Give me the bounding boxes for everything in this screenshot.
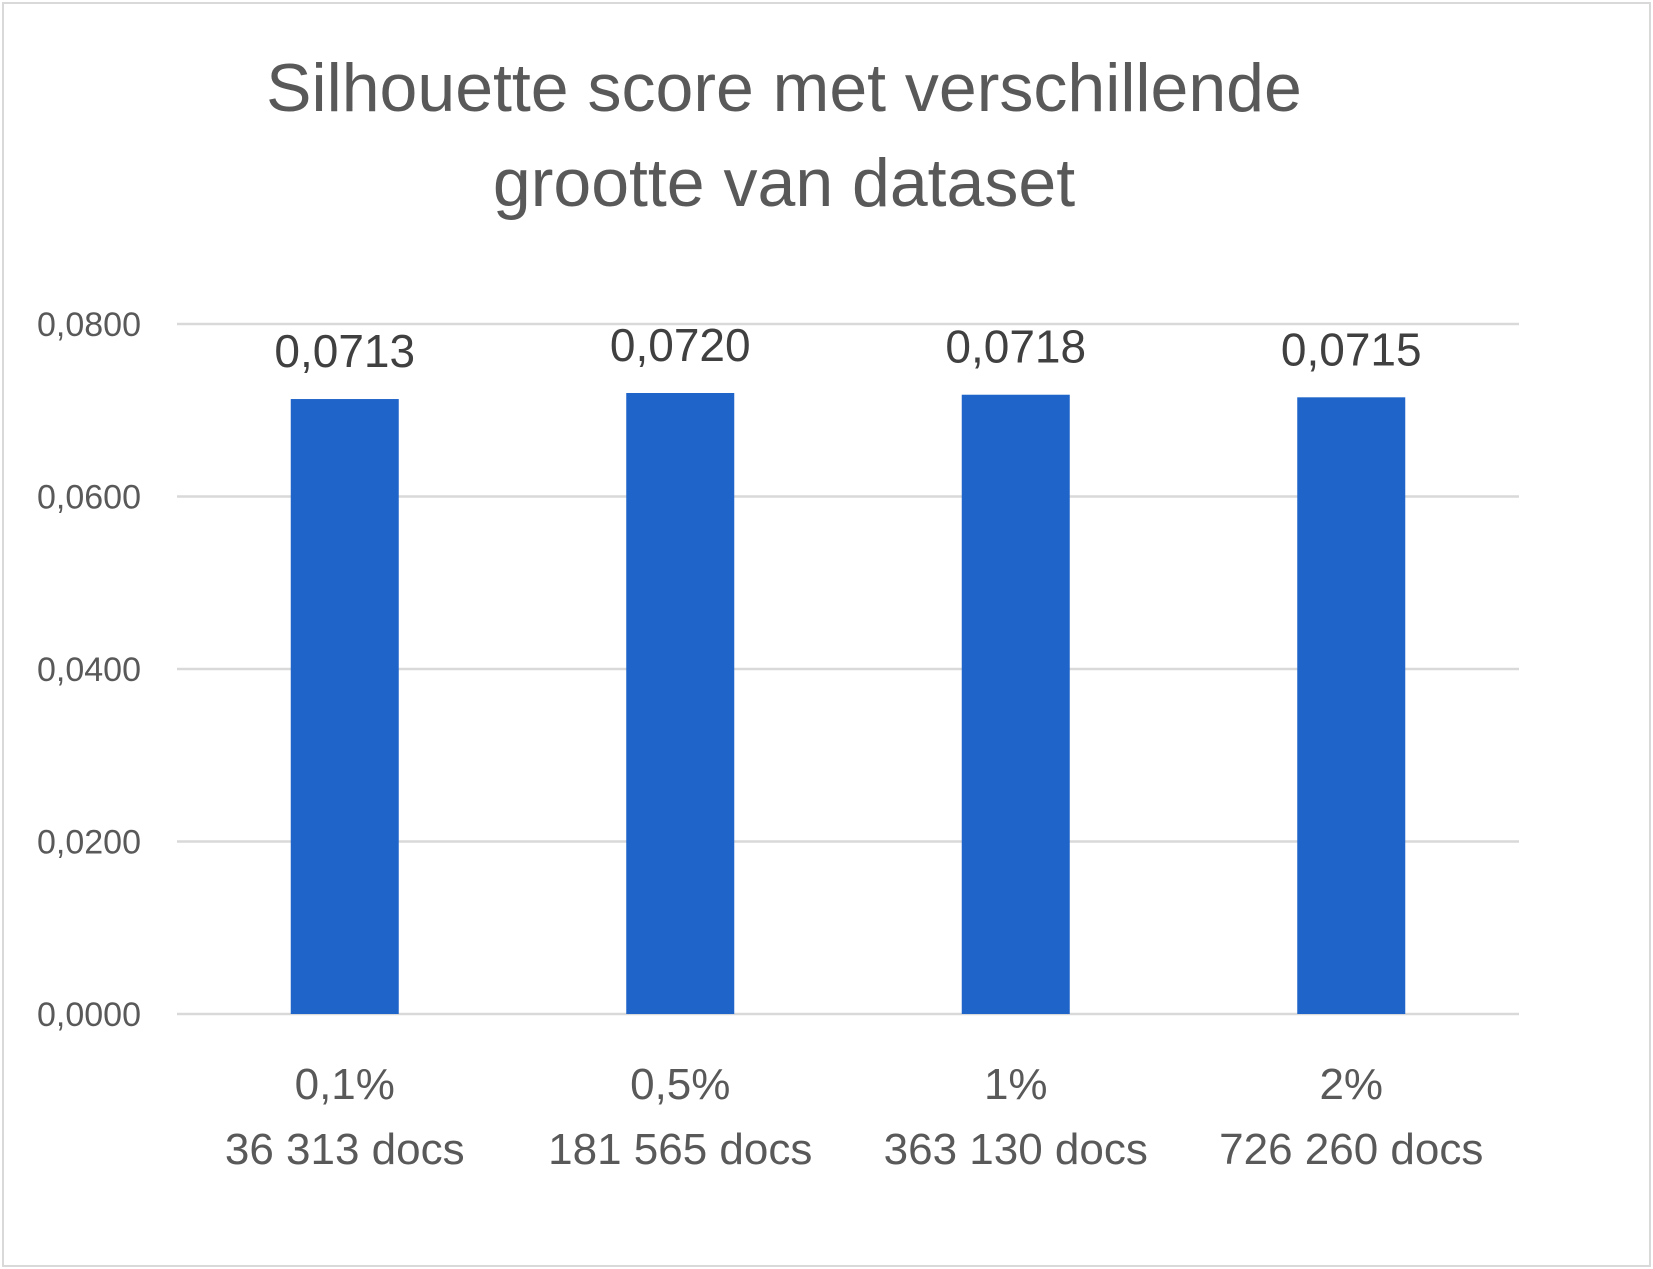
bar <box>1297 397 1406 1014</box>
x-axis-ticks: 0,1% 36 313 docs 0,5% 181 565 docs 1% 363 130… <box>225 1060 1483 1174</box>
bar <box>290 399 399 1015</box>
data-label: 0,0720 <box>610 319 751 371</box>
data-label: 0,0715 <box>1281 323 1422 375</box>
x-tick-label: 726 260 docs <box>1219 1125 1483 1174</box>
y-tick-label: 0,0200 <box>37 824 141 862</box>
bar <box>626 393 735 1014</box>
y-tick-label: 0,0400 <box>37 651 141 689</box>
y-tick-label: 0,0800 <box>37 306 141 344</box>
x-tick-label: 2% <box>1319 1060 1383 1109</box>
data-labels: 0,0713 0,0720 0,0718 0,0715 <box>274 319 1421 377</box>
x-tick-label: 1% <box>984 1060 1048 1109</box>
x-tick-label: 36 313 docs <box>225 1125 465 1174</box>
bars <box>290 393 1406 1015</box>
chart-title-line-1: Silhouette score met verschillende <box>266 50 1302 126</box>
y-tick-label: 0,0600 <box>37 479 141 517</box>
x-tick-label: 0,5% <box>630 1060 730 1109</box>
chart-title: Silhouette score met verschillende groott… <box>266 50 1302 221</box>
gridlines <box>177 322 1519 1016</box>
y-axis-ticks: 0,0000 0,0200 0,0400 0,0600 0,0800 <box>37 306 141 1034</box>
bar-chart: Silhouette score met verschillende groott… <box>37 50 1519 1174</box>
x-tick-label: 363 130 docs <box>884 1125 1148 1174</box>
x-tick-label: 0,1% <box>295 1060 395 1109</box>
bar <box>961 394 1070 1015</box>
data-label: 0,0713 <box>274 325 415 377</box>
chart-title-line-2: grootte van dataset <box>493 145 1075 221</box>
data-label: 0,0718 <box>945 321 1086 373</box>
x-tick-label: 181 565 docs <box>548 1125 812 1174</box>
y-tick-label: 0,0000 <box>37 996 141 1034</box>
